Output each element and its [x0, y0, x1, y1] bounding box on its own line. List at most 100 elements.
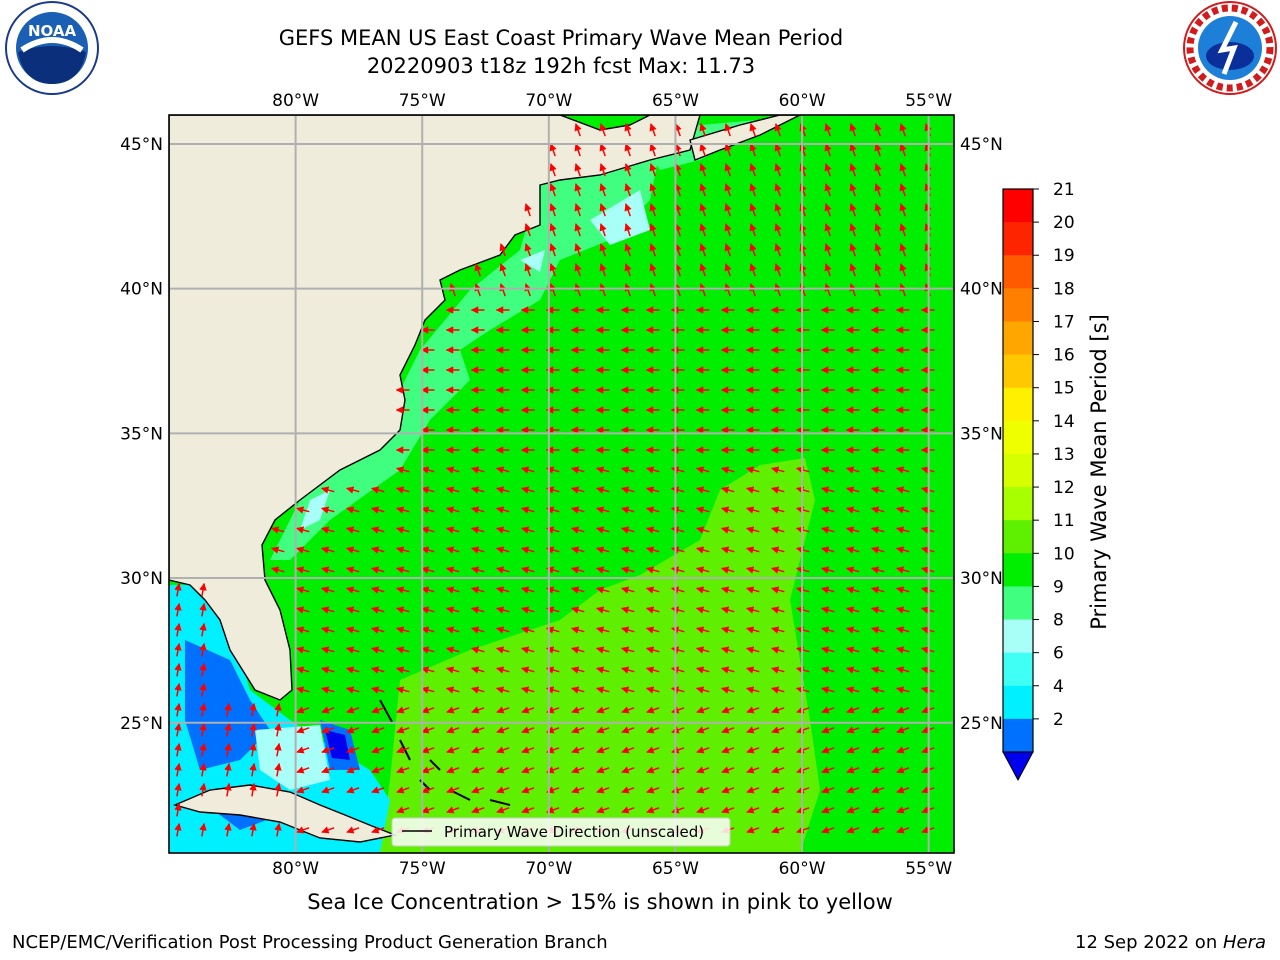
wave-arrow: [574, 283, 582, 297]
wave-arrow: [445, 666, 460, 674]
wave-arrow: [846, 706, 860, 714]
wave-arrow: [699, 223, 707, 237]
wave-arrow: [820, 606, 835, 614]
wave-arrow: [345, 626, 360, 634]
wave-arrow: [520, 566, 535, 574]
wave-arrow: [749, 243, 757, 257]
wave-arrow: [224, 782, 232, 797]
wave-arrow: [820, 586, 835, 594]
wave-arrow: [199, 742, 207, 757]
wave-arrow: [771, 706, 785, 714]
wave-arrow: [674, 263, 682, 277]
wave-arrow: [620, 666, 635, 674]
wave-arrow: [296, 706, 310, 714]
wave-arrow: [524, 223, 532, 237]
wave-arrow: [670, 646, 685, 654]
wave-arrow: [770, 526, 785, 534]
lon-tick-label-top: 60°W: [779, 91, 826, 111]
wave-arrow: [874, 243, 882, 257]
wave-arrow: [595, 606, 610, 614]
wave-arrow: [521, 746, 535, 754]
wave-arrow: [646, 726, 660, 734]
wave-arrow: [520, 506, 535, 514]
wave-arrow: [771, 806, 785, 814]
us-east-coast-land: [169, 115, 701, 701]
wave-arrow: [646, 706, 660, 714]
wave-arrow: [649, 123, 657, 137]
wave-arrow: [845, 606, 860, 614]
wave-arrow: [370, 606, 385, 614]
wave-arrow: [895, 666, 910, 674]
wave-arrow: [599, 223, 607, 237]
wave-arrow: [346, 826, 360, 834]
lon-tick-label-bottom: 75°W: [399, 859, 446, 879]
wave-arrow: [771, 726, 785, 734]
wave-arrow: [724, 203, 732, 217]
wave-arrow: [549, 283, 557, 297]
wave-arrow: [671, 706, 685, 714]
colorbar-title: Primary Wave Mean Period [s]: [1087, 314, 1111, 630]
wave-arrow: [824, 163, 832, 177]
wave-arrow: [771, 826, 785, 834]
wave-arrow: [496, 706, 510, 714]
wave-arrow: [524, 243, 532, 257]
wave-arrow: [321, 786, 335, 794]
wave-arrow: [874, 143, 882, 157]
wave-arrow: [724, 123, 732, 137]
wave-arrow: [774, 283, 782, 297]
wave-arrow: [674, 223, 682, 237]
wave-arrow: [495, 546, 510, 554]
wave-arrow: [199, 582, 207, 597]
wave-arrow: [471, 706, 485, 714]
wave-arrow: [896, 746, 910, 754]
lon-tick-label-top: 70°W: [525, 91, 572, 111]
wave-arrow: [770, 506, 785, 514]
wave-arrow: [899, 123, 907, 137]
caribbean-region-8-9s: [255, 725, 330, 790]
gulf-region-2-4s: [185, 640, 360, 830]
wave-arrow: [724, 263, 732, 277]
wave-arrow: [495, 606, 510, 614]
footer-date: 12 Sep 2022 on Hera: [1075, 932, 1266, 953]
wave-arrow: [470, 486, 485, 494]
wave-arrow: [845, 686, 860, 694]
wave-arrow: [474, 263, 482, 277]
wave-arrow: [495, 486, 510, 494]
colorbar-tick-label: 15: [1053, 379, 1075, 399]
wave-arrow: [621, 706, 635, 714]
wave-arrow: [470, 666, 485, 674]
wave-arrow: [871, 786, 885, 794]
wave-arrow: [574, 203, 582, 217]
wave-arrow: [820, 646, 835, 654]
wave-arrow: [621, 766, 635, 774]
wave-arrow: [846, 826, 860, 834]
wave-arrow: [699, 123, 707, 137]
wave-arrow: [621, 786, 635, 794]
wave-arrow: [445, 546, 460, 554]
wave-arrow: [720, 606, 735, 614]
wave-arrow: [845, 466, 860, 474]
wave-arrow: [596, 706, 610, 714]
wave-arrow: [371, 746, 385, 754]
wave-arrow: [874, 203, 882, 217]
wave-arrow: [721, 706, 735, 714]
wave-arrow: [895, 646, 910, 654]
wave-arrow: [774, 183, 782, 197]
wave-arrow: [620, 486, 635, 494]
wave-arrow: [749, 183, 757, 197]
wave-arrow: [224, 702, 232, 717]
wave-arrow: [549, 203, 557, 217]
wave-arrow: [696, 706, 710, 714]
wave-arrow: [674, 183, 682, 197]
wave-arrow: [320, 666, 335, 674]
colorbar-segment: [1003, 652, 1033, 687]
wave-arrow: [649, 183, 657, 197]
colorbar-segment: [1003, 685, 1033, 720]
wave-arrow: [570, 626, 585, 634]
wave-arrow: [574, 183, 582, 197]
wave-arrow: [645, 686, 660, 694]
wave-arrow: [499, 263, 507, 277]
wave-arrow: [674, 203, 682, 217]
wave-arrow: [745, 666, 760, 674]
wave-arrow: [720, 486, 735, 494]
